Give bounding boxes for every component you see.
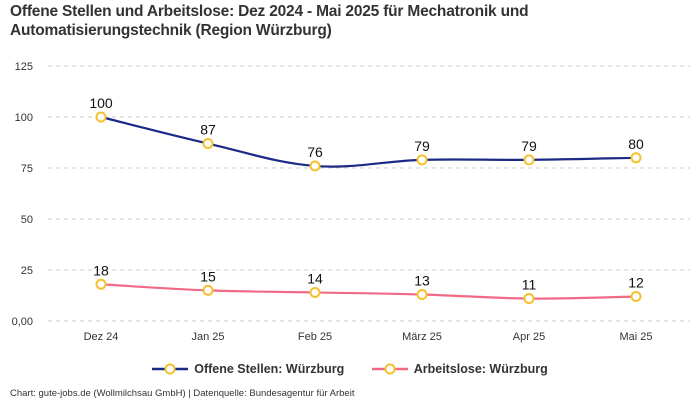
y-tick-label: 75	[21, 163, 33, 175]
legend-marker-offene-stellen	[152, 363, 189, 375]
legend: Offene Stellen: Würzburg Arbeitslose: Wü…	[0, 362, 700, 378]
x-tick-label: Feb 25	[298, 331, 332, 343]
data-point[interactable]	[95, 111, 107, 123]
y-tick-label: 125	[15, 61, 33, 73]
legend-item-arbeitslose[interactable]: Arbeitslose: Würzburg	[371, 362, 548, 376]
y-tick-label: 0,00	[12, 316, 33, 328]
data-point[interactable]	[416, 288, 428, 300]
legend-label-offene-stellen: Offene Stellen: Würzburg	[194, 362, 345, 376]
data-label: 79	[414, 138, 430, 154]
data-point[interactable]	[95, 278, 107, 290]
x-tick-label: Jan 25	[191, 331, 224, 343]
data-label: 18	[93, 262, 109, 278]
y-tick-label: 100	[15, 112, 33, 124]
data-point[interactable]	[523, 154, 535, 166]
data-label: 79	[521, 138, 537, 154]
data-labels: 100 87 76 79 79 80 18 15 14 13 11 12	[89, 95, 644, 293]
legend-label-arbeitslose: Arbeitslose: Würzburg	[413, 362, 548, 376]
data-point[interactable]	[202, 284, 214, 296]
x-tick-label: Apr 25	[513, 331, 545, 343]
data-label: 87	[200, 122, 216, 138]
series-line-1	[100, 283, 637, 300]
data-point[interactable]	[202, 138, 214, 150]
data-point[interactable]	[309, 286, 321, 298]
data-point[interactable]	[630, 152, 642, 164]
y-axis-ticks: 0,00 25 50 75 100 125	[12, 61, 33, 328]
data-label: 11	[522, 277, 537, 293]
data-label: 12	[628, 275, 644, 291]
data-label: 14	[307, 270, 323, 286]
data-label: 80	[628, 136, 644, 152]
source-footer: Chart: gute-jobs.de (Wollmilchsau GmbH) …	[10, 388, 355, 399]
legend-item-offene-stellen[interactable]: Offene Stellen: Würzburg	[152, 362, 344, 376]
data-point[interactable]	[309, 160, 321, 172]
data-point[interactable]	[523, 293, 535, 305]
data-label: 76	[307, 144, 323, 160]
x-tick-label: März 25	[402, 331, 442, 343]
data-point[interactable]	[416, 154, 428, 166]
legend-marker-arbeitslose	[371, 363, 408, 375]
data-label: 15	[200, 268, 216, 284]
data-label: 13	[414, 272, 430, 288]
x-axis-ticks: Dez 24 Jan 25 Feb 25 März 25 Apr 25 Mai 25	[84, 331, 653, 343]
series-markers	[95, 111, 642, 305]
data-point[interactable]	[630, 291, 642, 303]
data-label: 100	[89, 95, 113, 111]
grid-lines	[48, 65, 690, 322]
chart-title: Offene Stellen und Arbeitslose: Dez 2024…	[10, 3, 529, 39]
series-lines	[100, 115, 637, 300]
series-line-0	[100, 115, 637, 168]
y-tick-label: 50	[21, 214, 33, 226]
x-tick-label: Dez 24	[84, 331, 119, 343]
y-tick-label: 25	[21, 265, 33, 277]
x-tick-label: Mai 25	[619, 331, 652, 343]
